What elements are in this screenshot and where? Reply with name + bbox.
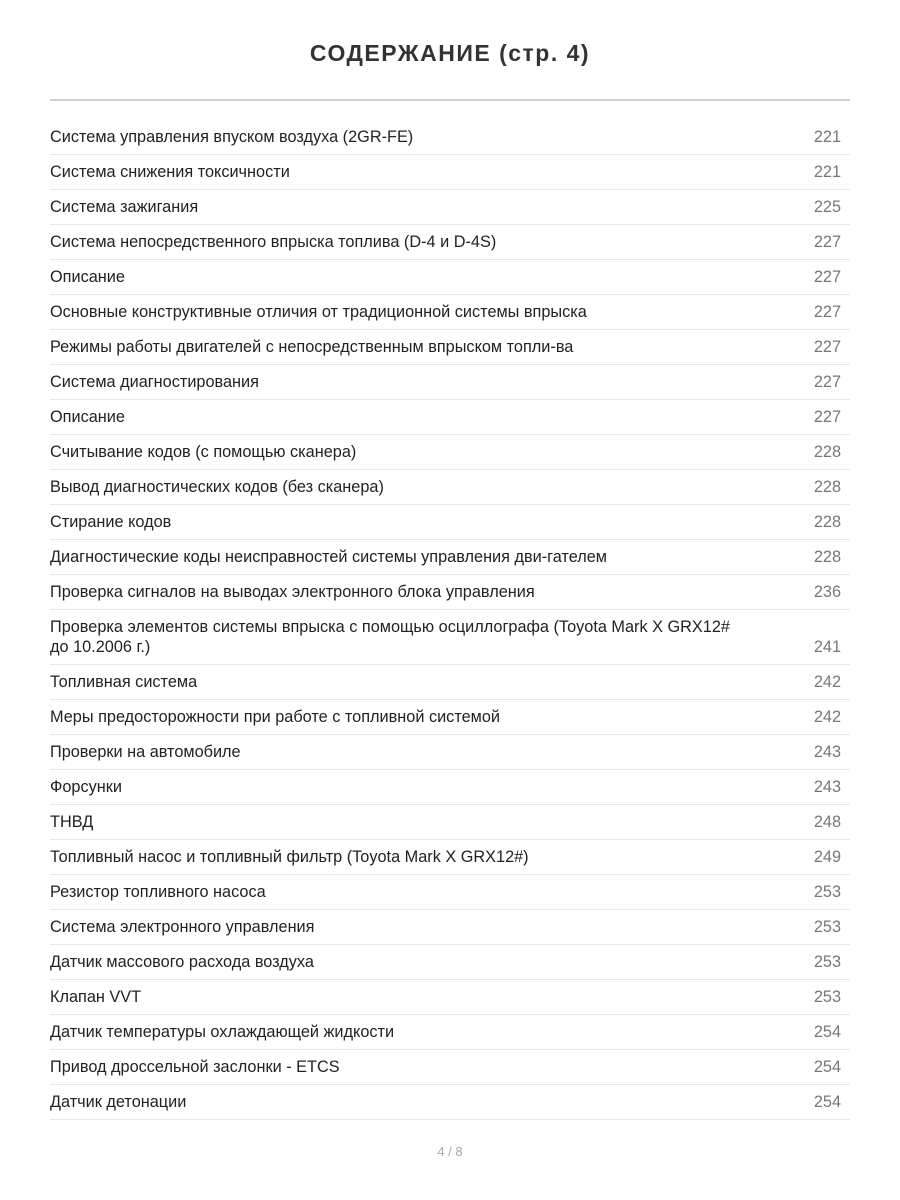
toc-entry-page: 228: [813, 443, 841, 461]
toc-entry[interactable]: Система зажигания 225: [50, 190, 850, 225]
toc-entry[interactable]: ТНВД 248: [50, 805, 850, 840]
toc-entry-title: Система диагностирования: [50, 373, 259, 391]
toc-entry-page: 236: [813, 583, 841, 601]
toc-entry-title: Датчик температуры охлаждающей жидкости: [50, 1023, 395, 1041]
toc-entry-page: 242: [813, 673, 841, 691]
toc-entry-page: 227: [813, 338, 841, 356]
toc-entry-title: Стирание кодов: [50, 513, 172, 531]
toc-entry-title: Система управления впуском воздуха (2GR-…: [50, 128, 414, 146]
toc-entry-page: 228: [813, 513, 841, 531]
toc-entry-title: Привод дроссельной заслонки - ETCS: [50, 1058, 340, 1076]
toc-entry-title: Проверка сигналов на выводах электронног…: [50, 583, 535, 601]
toc-entry-title: Считывание кодов (с помощью сканера): [50, 443, 357, 461]
toc-entry-title: Описание: [50, 268, 125, 286]
toc-entry[interactable]: Датчик температуры охлаждающей жидкости 2…: [50, 1015, 850, 1050]
toc-entry-title: Диагностические коды неисправностей сист…: [50, 548, 607, 566]
toc-entry[interactable]: Система управления впуском воздуха (2GR-…: [50, 120, 850, 155]
toc-entry-page: 227: [813, 408, 841, 426]
toc-entry-title: ТНВД: [50, 813, 94, 831]
toc-entry[interactable]: Стирание кодов 228: [50, 505, 850, 540]
toc-entry-title: Меры предосторожности при работе с топли…: [50, 708, 500, 726]
toc-entry-page: 227: [813, 233, 841, 251]
toc-entry[interactable]: Система непосредственного впрыска топлив…: [50, 225, 850, 260]
toc-entry-title: Система снижения токсичности: [50, 163, 290, 181]
toc-entry-page: 221: [813, 163, 841, 181]
toc-entry-title: Топливная система: [50, 673, 198, 691]
toc-entry[interactable]: Датчик массового расхода воздуха 253: [50, 945, 850, 980]
toc-entry-page: 241: [813, 638, 841, 656]
toc-entry[interactable]: Топливный насос и топливный фильтр (Toyo…: [50, 840, 850, 875]
toc-entry-page: 248: [813, 813, 841, 831]
toc-entry-title: Система непосредственного впрыска топлив…: [50, 233, 497, 251]
toc-entry-page: 221: [813, 128, 841, 146]
toc-entry[interactable]: Диагностические коды неисправностей сист…: [50, 540, 850, 575]
toc-entry[interactable]: Датчик детонации 254: [50, 1085, 850, 1120]
toc-entry[interactable]: Описание 227: [50, 400, 850, 435]
toc-entry-title: Режимы работы двигателей с непосредствен…: [50, 338, 574, 356]
toc-entry-page: 253: [813, 883, 841, 901]
toc-entry[interactable]: Привод дроссельной заслонки - ETCS 254: [50, 1050, 850, 1085]
toc-entry-title: Резистор топливного насоса: [50, 883, 266, 901]
toc-entry-title: Датчик массового расхода воздуха: [50, 953, 314, 971]
toc-entry[interactable]: Вывод диагностических кодов (без сканера…: [50, 470, 850, 505]
toc-entry[interactable]: Резистор топливного насоса 253: [50, 875, 850, 910]
toc-entry-page: 243: [813, 743, 841, 761]
toc-entry-title: Проверки на автомобиле: [50, 743, 241, 761]
page-indicator: 4 / 8: [437, 1144, 463, 1159]
page-title: СОДЕРЖАНИЕ (стр. 4): [309, 40, 591, 66]
toc-entry-page: 225: [813, 198, 841, 216]
toc-entry-title: Форсунки: [50, 778, 122, 796]
toc-entry-page: 249: [813, 848, 841, 866]
toc-entry-title: Вывод диагностических кодов (без сканера…: [50, 478, 384, 496]
toc-entry-page: 254: [813, 1023, 841, 1041]
toc-entry-title: Клапан VVT: [50, 988, 142, 1006]
toc-entry[interactable]: Режимы работы двигателей с непосредствен…: [50, 330, 850, 365]
toc-entry-page: 227: [813, 268, 841, 286]
toc-entry-page: 254: [813, 1058, 841, 1076]
toc-entry[interactable]: Описание 227: [50, 260, 850, 295]
toc-entry-page: 243: [813, 778, 841, 796]
toc-entry-page: 228: [813, 548, 841, 566]
toc-entry[interactable]: Клапан VVT 253: [50, 980, 850, 1015]
toc-entry-title: Проверка элементов системы впрыска с пом…: [50, 618, 730, 656]
toc-entry-page: 228: [813, 478, 841, 496]
toc-entry-title: Система электронного управления: [50, 918, 315, 936]
toc-entry[interactable]: Форсунки 243: [50, 770, 850, 805]
toc-entry[interactable]: Система электронного управления 253: [50, 910, 850, 945]
toc-entry-page: 253: [813, 918, 841, 936]
toc-entry-title: Датчик детонации: [50, 1093, 187, 1111]
toc-entry[interactable]: Проверка сигналов на выводах электронног…: [50, 575, 850, 610]
toc-list: Система управления впуском воздуха (2GR-…: [50, 120, 850, 1120]
title-divider: [50, 99, 850, 101]
toc-entry-page: 254: [813, 1093, 841, 1111]
toc-entry[interactable]: Проверка элементов системы впрыска с пом…: [50, 610, 850, 665]
toc-entry-page: 227: [813, 303, 841, 321]
toc-entry-title: Основные конструктивные отличия от тради…: [50, 303, 587, 321]
toc-entry[interactable]: Меры предосторожности при работе с топли…: [50, 700, 850, 735]
toc-entry-title: Топливный насос и топливный фильтр (Toyo…: [50, 848, 529, 866]
toc-entry[interactable]: Основные конструктивные отличия от тради…: [50, 295, 850, 330]
toc-entry[interactable]: Система снижения токсичности 221: [50, 155, 850, 190]
toc-entry[interactable]: Система диагностирования 227: [50, 365, 850, 400]
toc-entry[interactable]: Считывание кодов (с помощью сканера) 228: [50, 435, 850, 470]
toc-entry[interactable]: Топливная система 242: [50, 665, 850, 700]
toc-entry[interactable]: Проверки на автомобиле 243: [50, 735, 850, 770]
toc-entry-title: Описание: [50, 408, 125, 426]
toc-entry-page: 253: [813, 988, 841, 1006]
toc-entry-title: Система зажигания: [50, 198, 199, 216]
toc-entry-page: 227: [813, 373, 841, 391]
toc-entry-page: 242: [813, 708, 841, 726]
toc-entry-page: 253: [813, 953, 841, 971]
